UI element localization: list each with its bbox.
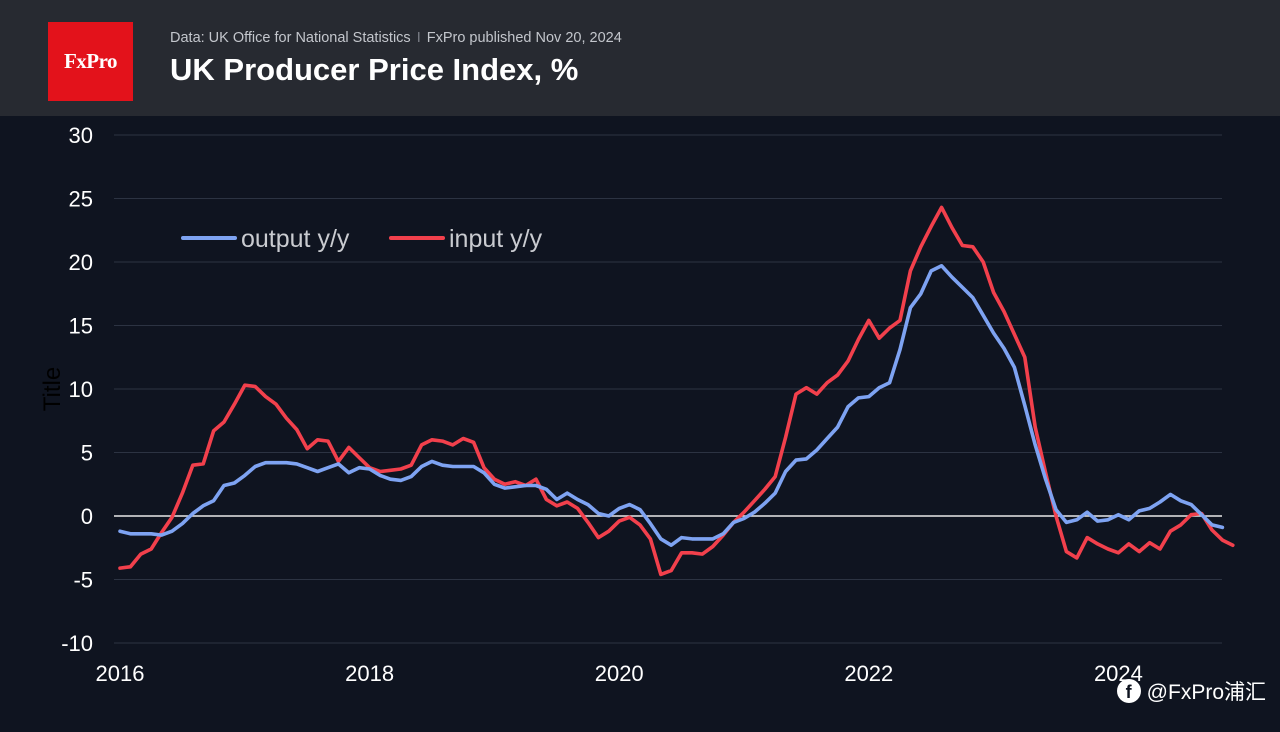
facebook-icon: f	[1116, 679, 1141, 703]
subtitle-separator: I	[416, 30, 421, 46]
legend-label: input y/y	[449, 225, 543, 253]
x-tick-label: 2020	[595, 661, 644, 686]
y-tick-label: 0	[81, 504, 93, 529]
x-tick-label: 2018	[345, 661, 394, 686]
y-tick-label: -5	[73, 568, 93, 593]
y-axis-label: Title	[39, 367, 66, 411]
y-tick-label: 25	[69, 187, 93, 212]
y-tick-label: 30	[69, 123, 93, 148]
fxpro-logo: FxPro	[48, 22, 133, 101]
y-tick-label: 15	[69, 314, 93, 339]
y-tick-label: 20	[69, 250, 93, 275]
logo-text: FxPro	[63, 49, 118, 73]
legend: output y/y input y/y	[181, 225, 543, 253]
header-bar: FxPro Data: UK Office for National Stati…	[0, 0, 1280, 116]
chart-subtitle: Data: UK Office for National Statistics I…	[170, 30, 622, 46]
y-tick-label: 5	[81, 441, 93, 466]
watermark: f @FxPro浦汇	[1116, 676, 1266, 706]
publish-date: FxPro published Nov 20, 2024	[426, 30, 622, 46]
data-source: Data: UK Office for National Statistics	[170, 30, 411, 46]
page-title: UK Producer Price Index, %	[170, 52, 579, 87]
series-line-output-y-y	[118, 264, 1225, 548]
x-tick-label: 2016	[96, 661, 145, 686]
y-tick-label: -10	[61, 631, 93, 656]
watermark-text: @FxPro浦汇	[1146, 681, 1266, 704]
y-tick-label: 10	[69, 377, 93, 402]
x-tick-label: 2022	[844, 661, 893, 686]
legend-label: output y/y	[241, 225, 350, 253]
